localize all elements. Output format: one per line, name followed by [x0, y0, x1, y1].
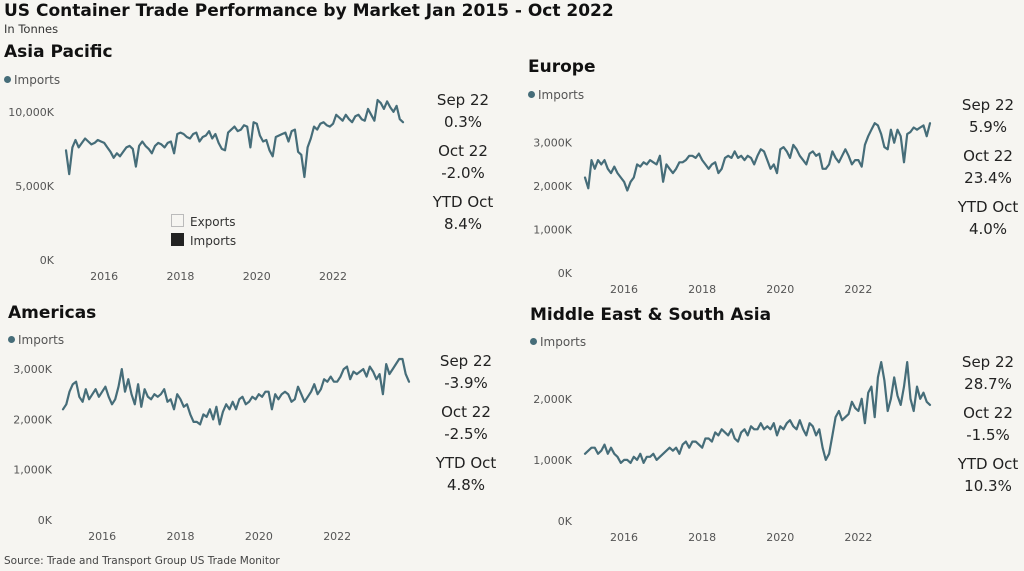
x-tick-label: 2022 — [844, 531, 872, 544]
stat-value: 4.8% — [446, 476, 486, 494]
stat-label: YTD Oct — [957, 198, 1019, 216]
legend-label: Imports — [18, 333, 65, 347]
stat-value: -1.5% — [966, 426, 1010, 444]
panel-title-americas: Americas — [8, 303, 97, 323]
legend-label: Imports — [540, 335, 587, 349]
chart-europe: 0K 1,000K 2,000K 3,000K 2016 2018 2020 2022 — [533, 122, 932, 296]
imports-swatch-icon — [171, 233, 184, 246]
series-line-imports — [64, 98, 405, 179]
panel-title-asia-pacific: Asia Pacific — [4, 42, 113, 62]
x-tick-label: 2022 — [319, 270, 347, 283]
y-tick-label: 3,000K — [13, 363, 52, 376]
x-tick-label: 2018 — [688, 531, 716, 544]
series-line-imports — [61, 357, 411, 426]
stat-label: YTD Oct — [435, 454, 497, 472]
x-tick-label: 2018 — [167, 530, 195, 543]
stat-label: YTD Oct — [432, 193, 494, 211]
series-dot-icon — [8, 336, 15, 343]
panel-title-europe: Europe — [528, 57, 596, 77]
y-tick-label: 0K — [558, 515, 573, 528]
series-dot-icon — [528, 91, 535, 98]
page-subtitle: In Tonnes — [4, 22, 59, 36]
y-tick-label: 2,000K — [533, 180, 572, 193]
y-tick-label: 0K — [38, 514, 53, 527]
exports-swatch-icon — [171, 214, 184, 227]
y-tick-label: 0K — [40, 254, 55, 267]
stat-value: 0.3% — [443, 113, 483, 131]
y-tick-label: 1,000K — [533, 454, 572, 467]
stat-value: 23.4% — [964, 169, 1012, 187]
y-tick-label: 5,000K — [15, 180, 54, 193]
stat-value: 4.0% — [968, 220, 1008, 238]
x-tick-label: 2018 — [166, 270, 194, 283]
y-tick-label: 10,000K — [8, 106, 54, 119]
stat-label: Sep 22 — [439, 352, 493, 370]
legend-americas[interactable]: Imports — [8, 333, 64, 347]
stat-label: Oct 22 — [963, 404, 1013, 422]
chart-americas: 0K 1,000K 2,000K 3,000K 2016 2018 2020 2022 — [13, 357, 411, 543]
legend-middle-east-south-asia[interactable]: Imports — [530, 335, 586, 349]
legend-asia-pacific[interactable]: Imports — [4, 73, 60, 87]
chart-middle-east-south-asia: 0K 1,000K 2,000K 2016 2018 2020 2022 — [533, 361, 932, 544]
stat-value: 28.7% — [964, 375, 1012, 393]
x-tick-label: 2016 — [610, 531, 638, 544]
chart-asia-pacific: 0K 5,000K 10,000K 2016 2018 2020 2022 — [8, 98, 405, 283]
stat-block-americas: Sep 22 -3.9% Oct 22 -2.5% YTD Oct 4.8% — [421, 350, 511, 496]
legend-exports[interactable]: Exports — [171, 214, 236, 229]
legend-imports[interactable]: Imports — [171, 233, 236, 248]
series-dot-icon — [530, 338, 537, 345]
y-tick-label: 0K — [558, 267, 573, 280]
stat-block-europe: Sep 22 5.9% Oct 22 23.4% YTD Oct 4.0% — [943, 94, 1024, 240]
x-tick-label: 2022 — [844, 283, 872, 296]
legend-imports-label: Imports — [190, 234, 237, 248]
stat-label: YTD Oct — [957, 455, 1019, 473]
x-tick-label: 2022 — [323, 530, 351, 543]
stat-label: Sep 22 — [436, 91, 490, 109]
series-dot-icon — [4, 76, 11, 83]
series-line-imports — [583, 361, 932, 465]
x-tick-label: 2020 — [766, 531, 794, 544]
page-title: US Container Trade Performance by Market… — [4, 1, 614, 21]
stat-label: Oct 22 — [441, 403, 491, 421]
legend-europe[interactable]: Imports — [528, 88, 584, 102]
panel-title-middle-east-south-asia: Middle East & South Asia — [530, 305, 772, 325]
legend-exports-label: Exports — [190, 215, 236, 229]
stat-label: Sep 22 — [961, 96, 1015, 114]
x-tick-label: 2018 — [688, 283, 716, 296]
x-tick-label: 2020 — [243, 270, 271, 283]
source-note: Source: Trade and Transport Group US Tra… — [4, 555, 280, 567]
y-tick-label: 2,000K — [13, 413, 52, 426]
x-tick-label: 2020 — [245, 530, 273, 543]
x-tick-label: 2016 — [88, 530, 116, 543]
stat-value: -2.0% — [441, 164, 485, 182]
y-tick-label: 1,000K — [13, 464, 52, 477]
legend-label: Imports — [14, 73, 61, 87]
stat-label: Oct 22 — [438, 142, 488, 160]
stat-label: Sep 22 — [961, 353, 1015, 371]
x-tick-label: 2016 — [610, 283, 638, 296]
y-tick-label: 3,000K — [533, 137, 572, 150]
stat-value: 8.4% — [443, 215, 483, 233]
stat-block-asia-pacific: Sep 22 0.3% Oct 22 -2.0% YTD Oct 8.4% — [418, 89, 508, 235]
stat-value: 5.9% — [968, 118, 1008, 136]
legend-label: Imports — [538, 88, 585, 102]
y-tick-label: 1,000K — [533, 224, 572, 237]
stat-value: 10.3% — [964, 477, 1012, 495]
stat-block-middle-east-south-asia: Sep 22 28.7% Oct 22 -1.5% YTD Oct 10.3% — [943, 351, 1024, 497]
stat-value: -3.9% — [444, 374, 488, 392]
stat-label: Oct 22 — [963, 147, 1013, 165]
x-tick-label: 2016 — [90, 270, 118, 283]
stat-value: -2.5% — [444, 425, 488, 443]
x-tick-label: 2020 — [766, 283, 794, 296]
series-line-imports — [583, 122, 932, 192]
y-tick-label: 2,000K — [533, 393, 572, 406]
